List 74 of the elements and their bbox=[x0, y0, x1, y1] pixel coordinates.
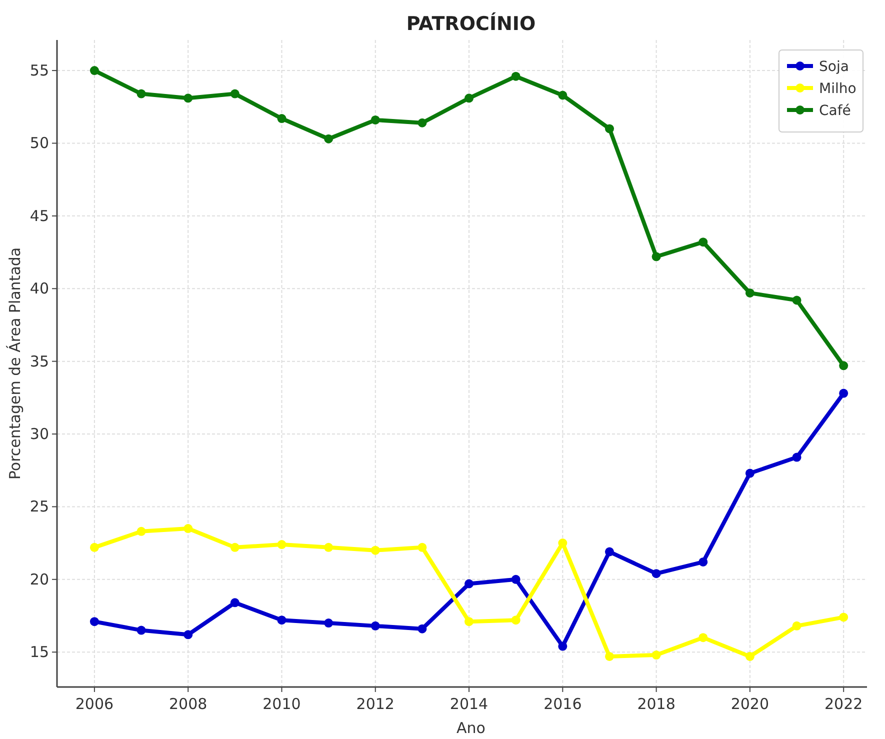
point bbox=[511, 616, 520, 625]
x-tick-label: 2006 bbox=[75, 695, 114, 713]
point bbox=[370, 115, 380, 124]
point bbox=[90, 617, 99, 626]
point bbox=[698, 557, 708, 566]
point bbox=[277, 616, 286, 625]
y-tick-label: 30 bbox=[30, 425, 49, 444]
point bbox=[511, 72, 520, 81]
point bbox=[370, 546, 380, 555]
x-tick-label: 2020 bbox=[730, 695, 770, 713]
point bbox=[698, 633, 708, 642]
legend-label: Café bbox=[819, 103, 851, 119]
y-tick-label: 50 bbox=[30, 134, 49, 152]
point bbox=[745, 468, 754, 478]
x-tick-label: 2018 bbox=[637, 695, 676, 713]
point bbox=[839, 361, 848, 370]
point bbox=[604, 652, 614, 661]
point bbox=[184, 524, 193, 534]
point bbox=[604, 547, 614, 556]
y-tick-label: 45 bbox=[30, 206, 49, 225]
point bbox=[652, 650, 661, 660]
point bbox=[277, 114, 286, 124]
point bbox=[230, 89, 240, 98]
x-tick-label: 2008 bbox=[169, 695, 208, 713]
point bbox=[652, 252, 661, 262]
point bbox=[90, 66, 99, 76]
point bbox=[418, 624, 427, 634]
point bbox=[324, 542, 334, 552]
point bbox=[464, 94, 474, 103]
legend-label: Soja bbox=[819, 59, 849, 75]
point bbox=[792, 621, 802, 630]
x-tick-label: 2016 bbox=[544, 695, 582, 713]
point bbox=[90, 542, 99, 552]
x-tick-label: 2014 bbox=[450, 695, 488, 713]
point bbox=[698, 238, 708, 247]
y-axis-title: Porcentagem de Área Plantada bbox=[6, 247, 24, 480]
point bbox=[230, 598, 240, 608]
point bbox=[464, 579, 474, 588]
x-tick-label: 2012 bbox=[356, 695, 394, 713]
point bbox=[230, 542, 240, 552]
point bbox=[184, 94, 193, 103]
point bbox=[324, 618, 334, 628]
point bbox=[652, 569, 661, 578]
y-tick-label: 25 bbox=[30, 498, 49, 516]
point bbox=[558, 642, 568, 651]
x-axis-title: Ano bbox=[456, 719, 486, 737]
point bbox=[745, 288, 754, 298]
point bbox=[184, 630, 193, 640]
point bbox=[418, 118, 427, 128]
chart-title: PATROCÍNIO bbox=[406, 12, 536, 35]
point bbox=[418, 542, 427, 552]
point bbox=[792, 452, 802, 462]
y-tick-label: 40 bbox=[30, 280, 49, 298]
point bbox=[511, 574, 520, 584]
point bbox=[558, 90, 568, 100]
point bbox=[324, 134, 334, 144]
y-tick-label: 55 bbox=[30, 62, 49, 80]
y-tick-label: 20 bbox=[30, 570, 49, 588]
point bbox=[464, 617, 474, 626]
y-tick-label: 35 bbox=[30, 352, 49, 370]
legend-label: Milho bbox=[819, 81, 856, 97]
point bbox=[136, 89, 146, 98]
point bbox=[839, 612, 848, 622]
point bbox=[604, 124, 614, 134]
x-tick-label: 2022 bbox=[824, 695, 863, 713]
point bbox=[370, 621, 380, 630]
y-tick-label: 15 bbox=[30, 643, 49, 662]
point bbox=[839, 388, 848, 398]
point bbox=[136, 626, 146, 635]
point bbox=[136, 526, 146, 536]
x-tick-label: 2010 bbox=[262, 695, 301, 713]
point bbox=[277, 540, 286, 550]
point bbox=[745, 652, 754, 661]
point bbox=[792, 296, 802, 305]
